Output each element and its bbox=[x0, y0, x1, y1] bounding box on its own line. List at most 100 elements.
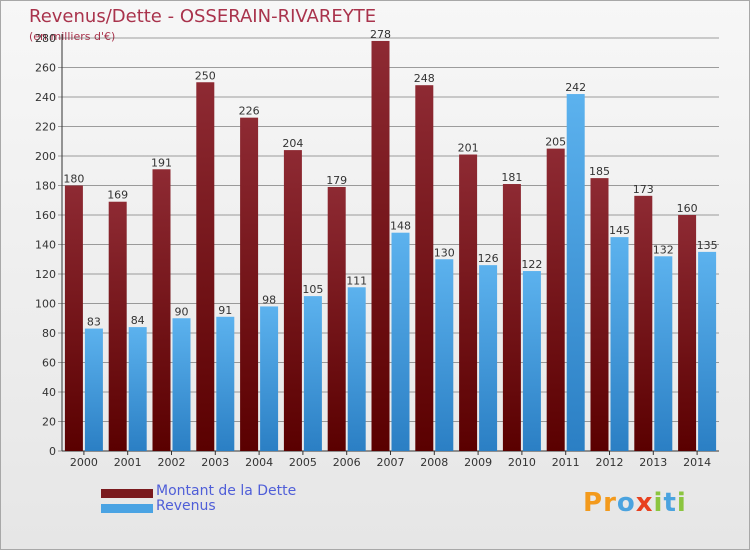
bar-dette bbox=[634, 195, 653, 451]
data-label: 122 bbox=[521, 258, 542, 271]
data-label: 204 bbox=[282, 137, 303, 150]
data-label: 185 bbox=[589, 165, 610, 178]
y-tick-label: 0 bbox=[49, 445, 56, 458]
chart-subtitle: (en milliers d'€) bbox=[29, 30, 116, 43]
x-tick-label: 2006 bbox=[333, 456, 361, 469]
bar-revenus bbox=[172, 318, 191, 451]
bar-revenus bbox=[610, 237, 629, 451]
data-label: 145 bbox=[609, 224, 630, 237]
data-label: 160 bbox=[677, 202, 698, 215]
bar-revenus bbox=[216, 316, 235, 451]
bar-dette bbox=[371, 40, 390, 451]
data-label: 105 bbox=[302, 283, 323, 296]
bar-dette bbox=[502, 184, 521, 451]
x-tick-label: 2010 bbox=[508, 456, 536, 469]
bar-revenus bbox=[654, 256, 673, 451]
proxiti-logo: Proxiti bbox=[583, 488, 687, 518]
bar-revenus bbox=[435, 259, 454, 451]
data-label: 248 bbox=[414, 72, 435, 85]
bar-revenus bbox=[303, 296, 322, 451]
x-tick-label: 2009 bbox=[464, 456, 492, 469]
x-tick-label: 2003 bbox=[201, 456, 229, 469]
data-label: 180 bbox=[63, 173, 84, 186]
x-tick-label: 2013 bbox=[639, 456, 667, 469]
bar-dette bbox=[64, 185, 83, 451]
x-tick-label: 2011 bbox=[552, 456, 580, 469]
bar-dette bbox=[240, 117, 259, 452]
bar-dette bbox=[108, 201, 127, 451]
chart-title: Revenus/Dette - OSSERAIN-RIVAREYTE bbox=[29, 6, 377, 27]
bar-dette bbox=[415, 85, 434, 451]
y-tick-label: 280 bbox=[35, 32, 56, 45]
y-tick-label: 140 bbox=[35, 239, 56, 252]
x-tick-label: 2005 bbox=[289, 456, 317, 469]
y-tick-label: 60 bbox=[42, 357, 56, 370]
data-label: 98 bbox=[262, 293, 276, 306]
data-label: 242 bbox=[565, 81, 586, 94]
bar-revenus bbox=[479, 265, 498, 451]
bar-dette bbox=[678, 215, 697, 451]
bar-revenus bbox=[391, 232, 410, 451]
y-tick-label: 240 bbox=[35, 91, 56, 104]
y-tick-label: 40 bbox=[42, 386, 56, 399]
data-label: 250 bbox=[195, 69, 216, 82]
data-label: 201 bbox=[458, 142, 479, 155]
data-label: 148 bbox=[390, 220, 411, 233]
bar-revenus bbox=[84, 328, 103, 451]
data-label: 126 bbox=[478, 252, 499, 265]
x-tick-label: 2008 bbox=[420, 456, 448, 469]
bar-dette bbox=[152, 169, 171, 451]
y-tick-label: 220 bbox=[35, 121, 56, 134]
data-label: 135 bbox=[697, 239, 718, 252]
data-label: 278 bbox=[370, 28, 391, 41]
y-tick-label: 120 bbox=[35, 268, 56, 281]
legend-label-dette: Montant de la Dette bbox=[156, 483, 297, 499]
logo-letter: o bbox=[616, 488, 636, 518]
data-label: 226 bbox=[239, 105, 260, 118]
bar-revenus bbox=[698, 251, 717, 451]
legend-swatch-dette bbox=[101, 489, 153, 498]
data-label: 173 bbox=[633, 183, 654, 196]
data-label: 84 bbox=[131, 314, 145, 327]
y-tick-label: 20 bbox=[42, 416, 56, 429]
data-label: 169 bbox=[107, 189, 128, 202]
logo-letter: i bbox=[653, 488, 664, 518]
y-tick-label: 160 bbox=[35, 209, 56, 222]
bar-dette bbox=[546, 148, 565, 451]
bar-revenus bbox=[522, 271, 541, 451]
bar-revenus bbox=[128, 327, 147, 451]
logo-letter: i bbox=[676, 488, 687, 518]
data-label: 179 bbox=[326, 174, 347, 187]
legend-label-revenus: Revenus bbox=[156, 498, 216, 514]
x-tick-label: 2000 bbox=[70, 456, 98, 469]
bar-revenus bbox=[260, 306, 279, 451]
x-tick-label: 2014 bbox=[683, 456, 711, 469]
bar-revenus bbox=[347, 287, 366, 451]
logo-letter: r bbox=[603, 488, 617, 518]
y-tick-label: 260 bbox=[35, 62, 56, 75]
data-label: 205 bbox=[545, 136, 566, 149]
data-label: 132 bbox=[653, 243, 674, 256]
y-tick-label: 180 bbox=[35, 180, 56, 193]
data-label: 191 bbox=[151, 156, 172, 169]
data-label: 111 bbox=[346, 274, 367, 287]
bar-dette bbox=[283, 150, 302, 451]
y-tick-label: 200 bbox=[35, 150, 56, 163]
y-tick-label: 80 bbox=[42, 327, 56, 340]
bar-dette bbox=[590, 178, 609, 451]
data-label: 130 bbox=[434, 246, 455, 259]
bar-revenus bbox=[566, 94, 585, 452]
data-label: 181 bbox=[501, 171, 522, 184]
x-tick-label: 2002 bbox=[158, 456, 186, 469]
x-tick-label: 2004 bbox=[245, 456, 273, 469]
bar-dette bbox=[327, 186, 346, 451]
x-tick-label: 2007 bbox=[377, 456, 405, 469]
data-label: 91 bbox=[218, 304, 232, 317]
logo-letter: x bbox=[635, 488, 654, 518]
logo-letter: P bbox=[583, 488, 604, 518]
logo-letter: t bbox=[663, 488, 677, 518]
data-label: 90 bbox=[175, 305, 189, 318]
legend-swatch-revenus bbox=[101, 504, 153, 513]
